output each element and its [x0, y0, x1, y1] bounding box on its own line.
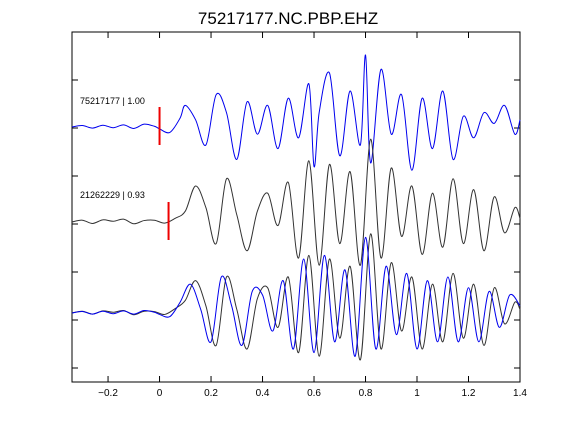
trace-label: 21262229 | 0.93	[80, 190, 145, 200]
x-tick-label: 0.4	[256, 388, 270, 399]
axis-ticks: −0.2 0 0.2 0.4 0.6 0.8 1 1.2 1.4	[72, 32, 527, 399]
trace-labels: 75217177 | 1.00 21262229 | 0.93	[80, 96, 145, 200]
waveform-trace-1	[71, 138, 521, 266]
x-tick-label: 0	[157, 388, 163, 399]
x-tick-label: 0.2	[204, 388, 218, 399]
chart-title: 75217177.NC.PBP.EHZ	[198, 9, 378, 28]
waveform-trace-0	[71, 54, 521, 171]
x-tick-label: 0.6	[307, 388, 321, 399]
x-tick-label: 0.8	[359, 388, 373, 399]
x-tick-label: −0.2	[98, 388, 118, 399]
x-tick-label: 1.2	[462, 388, 476, 399]
x-tick-label: 1.4	[513, 388, 527, 399]
overlay-trace-1	[71, 236, 521, 357]
waveform-traces	[71, 54, 521, 361]
trace-label: 75217177 | 1.00	[80, 96, 145, 106]
overlay-trace-0	[71, 233, 521, 361]
plot-area-frame	[71, 31, 521, 383]
x-tick-label: 1	[414, 388, 420, 399]
